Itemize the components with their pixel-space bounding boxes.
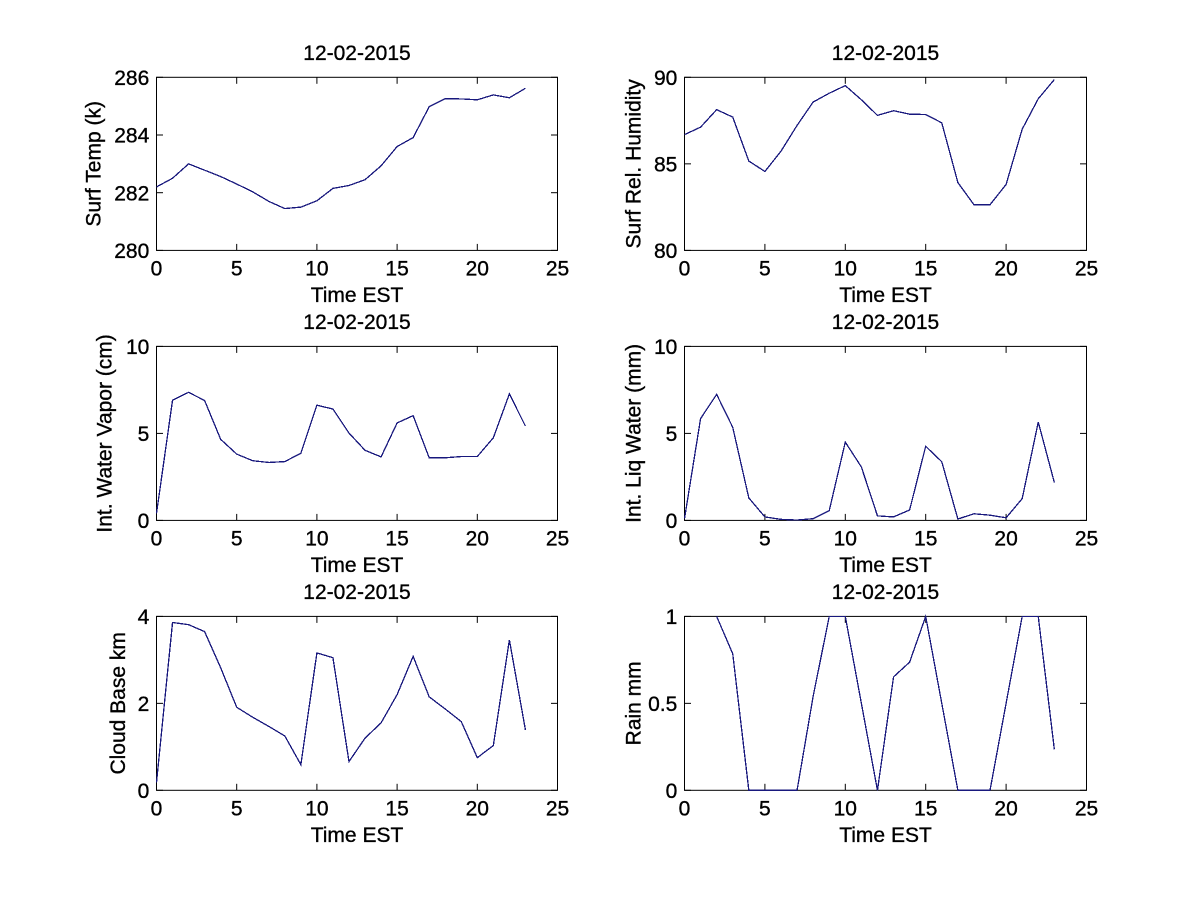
svg-text:0: 0 [679,258,691,281]
svg-text:5: 5 [231,798,243,821]
svg-text:12-02-2015: 12-02-2015 [303,311,410,334]
svg-text:20: 20 [994,528,1017,551]
svg-text:10: 10 [305,798,328,821]
svg-text:15: 15 [385,258,408,281]
svg-text:Time EST: Time EST [839,824,932,847]
svg-text:0.5: 0.5 [648,693,677,716]
svg-text:10: 10 [305,258,328,281]
svg-text:25: 25 [546,258,569,281]
svg-text:10: 10 [305,528,328,551]
svg-text:20: 20 [994,258,1017,281]
svg-text:Int. Liq Water (mm): Int. Liq Water (mm) [623,344,646,523]
svg-text:25: 25 [1075,258,1098,281]
svg-text:20: 20 [466,528,489,551]
svg-text:10: 10 [834,528,857,551]
svg-text:12-02-2015: 12-02-2015 [832,42,939,65]
svg-text:25: 25 [1075,798,1098,821]
svg-text:20: 20 [994,798,1017,821]
svg-text:Time EST: Time EST [839,554,932,577]
svg-text:Int. Water Vapor (cm): Int. Water Vapor (cm) [94,334,117,532]
svg-text:5: 5 [759,798,771,821]
svg-text:Time EST: Time EST [839,284,932,307]
svg-text:10: 10 [834,798,857,821]
svg-text:0: 0 [138,510,150,533]
svg-text:2: 2 [138,693,150,716]
svg-text:20: 20 [466,258,489,281]
svg-text:Cloud Base km: Cloud Base km [107,632,130,774]
svg-text:0: 0 [151,798,163,821]
svg-text:0: 0 [666,510,678,533]
svg-text:10: 10 [654,336,677,359]
svg-text:80: 80 [654,240,677,263]
svg-text:286: 286 [114,67,149,90]
svg-text:0: 0 [138,780,150,803]
svg-text:Rain mm: Rain mm [623,661,646,745]
svg-text:15: 15 [914,528,937,551]
svg-text:0: 0 [679,798,691,821]
svg-text:12-02-2015: 12-02-2015 [303,42,410,65]
svg-text:25: 25 [546,798,569,821]
svg-text:282: 282 [114,182,149,205]
svg-text:15: 15 [914,258,937,281]
svg-text:Time EST: Time EST [311,284,404,307]
svg-text:12-02-2015: 12-02-2015 [832,311,939,334]
svg-text:280: 280 [114,240,149,263]
svg-text:85: 85 [654,153,677,176]
svg-text:5: 5 [231,528,243,551]
svg-text:Time EST: Time EST [311,824,404,847]
svg-text:20: 20 [466,798,489,821]
svg-text:5: 5 [138,423,150,446]
svg-text:15: 15 [385,798,408,821]
svg-text:25: 25 [546,528,569,551]
svg-text:5: 5 [759,528,771,551]
svg-text:0: 0 [679,528,691,551]
svg-text:5: 5 [759,258,771,281]
svg-text:0: 0 [151,258,163,281]
svg-text:Surf Temp (k): Surf Temp (k) [83,101,106,227]
svg-text:15: 15 [914,798,937,821]
svg-text:10: 10 [126,336,149,359]
svg-text:10: 10 [834,258,857,281]
svg-text:0: 0 [151,528,163,551]
svg-text:12-02-2015: 12-02-2015 [303,581,410,604]
svg-text:25: 25 [1075,528,1098,551]
svg-text:1: 1 [666,606,678,629]
svg-text:5: 5 [231,258,243,281]
svg-text:12-02-2015: 12-02-2015 [832,581,939,604]
svg-text:0: 0 [666,780,678,803]
svg-text:15: 15 [385,528,408,551]
svg-text:Surf Rel. Humidity: Surf Rel. Humidity [623,79,646,249]
svg-text:284: 284 [114,125,149,148]
svg-text:4: 4 [138,606,150,629]
svg-text:Time EST: Time EST [311,554,404,577]
svg-text:5: 5 [666,423,678,446]
svg-text:90: 90 [654,67,677,90]
